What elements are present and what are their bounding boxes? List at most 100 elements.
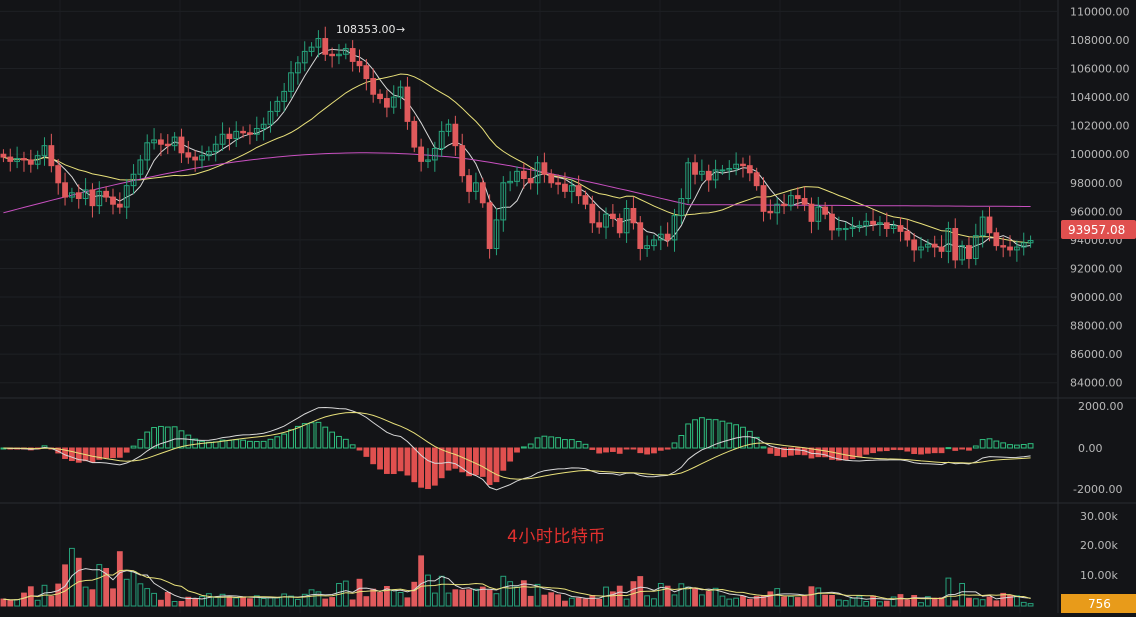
macd-histogram-bar bbox=[520, 446, 527, 449]
candle-body bbox=[1020, 242, 1027, 248]
volume-bar bbox=[288, 595, 294, 607]
candle-body bbox=[144, 142, 151, 161]
volume-bar bbox=[877, 601, 883, 607]
candle-body bbox=[212, 143, 219, 152]
candle-body bbox=[185, 152, 192, 158]
macd-histogram-bar bbox=[349, 444, 356, 449]
candle-body bbox=[719, 169, 726, 172]
volume-bar bbox=[986, 596, 993, 607]
candle-body bbox=[979, 216, 986, 237]
volume-bar bbox=[370, 588, 377, 607]
candle-body bbox=[322, 38, 329, 55]
volume-bars bbox=[0, 547, 1034, 607]
macd-histogram-bar bbox=[924, 447, 931, 454]
volume-bar bbox=[808, 586, 815, 607]
candle-body bbox=[959, 245, 965, 261]
candle-body bbox=[972, 235, 979, 259]
candle-body bbox=[459, 145, 466, 177]
volume-bar bbox=[1020, 601, 1027, 607]
candle-body bbox=[801, 198, 808, 205]
candle-body bbox=[623, 207, 630, 234]
candle-body bbox=[945, 227, 952, 252]
candle-body bbox=[712, 169, 719, 181]
volume-bar bbox=[705, 591, 712, 607]
candle-body bbox=[986, 216, 993, 234]
macd-dif-line bbox=[3, 406, 1031, 491]
candle-body bbox=[774, 203, 781, 214]
candle-body bbox=[75, 192, 82, 199]
macd-histogram-bar bbox=[609, 447, 616, 452]
volume-bar bbox=[219, 593, 226, 607]
volume-bar bbox=[698, 594, 705, 607]
volume-bar bbox=[103, 568, 110, 607]
macd-histogram-bar bbox=[404, 447, 411, 476]
candle-body bbox=[34, 155, 41, 165]
macd-histogram-bar bbox=[575, 441, 582, 449]
volume-bar bbox=[55, 583, 62, 607]
volume-bar bbox=[712, 587, 719, 607]
candle-body bbox=[1000, 245, 1007, 248]
macd-dea-line bbox=[3, 411, 1031, 480]
candle-body bbox=[466, 175, 472, 192]
candle-body bbox=[575, 185, 582, 197]
macd-histogram-bar bbox=[644, 447, 651, 455]
volume-bar bbox=[562, 600, 568, 607]
macd-histogram-bar bbox=[342, 438, 349, 449]
price-tick-label: 106000.00 bbox=[1070, 63, 1130, 76]
volume-bar bbox=[247, 598, 253, 607]
volume-bar bbox=[719, 595, 726, 607]
volume-bar bbox=[240, 596, 246, 607]
macd-histogram-bar bbox=[473, 447, 479, 476]
volume-bar bbox=[657, 583, 664, 607]
candle-body bbox=[370, 78, 377, 95]
macd-indicator bbox=[0, 406, 1034, 491]
volume-bar bbox=[425, 574, 431, 607]
volume-bar bbox=[377, 592, 383, 607]
candle-body bbox=[452, 123, 459, 147]
macd-histogram-bar bbox=[657, 447, 664, 451]
candle-body bbox=[130, 173, 137, 187]
macd-histogram-bar bbox=[1020, 444, 1027, 449]
volume-bar bbox=[671, 594, 678, 607]
candle-body bbox=[349, 48, 356, 62]
candle-body bbox=[247, 132, 253, 135]
candle-body bbox=[62, 182, 68, 198]
candle-body bbox=[685, 162, 692, 200]
candle-body bbox=[705, 170, 712, 181]
macd-histogram-bar bbox=[726, 422, 733, 449]
macd-histogram-bar bbox=[418, 447, 425, 488]
macd-histogram-bar bbox=[794, 447, 801, 455]
volume-bar bbox=[1027, 603, 1034, 607]
macd-histogram-bar bbox=[986, 438, 993, 449]
candle-body bbox=[507, 180, 514, 184]
candle-body bbox=[1027, 240, 1034, 244]
volume-tick-label: 20.00k bbox=[1080, 539, 1118, 552]
volume-bar bbox=[596, 598, 603, 607]
candle-body bbox=[21, 158, 27, 161]
macd-histogram-bar bbox=[637, 447, 644, 454]
candle-body bbox=[397, 86, 404, 98]
candle-body bbox=[274, 100, 281, 112]
volume-bar bbox=[356, 578, 363, 607]
volume-bar bbox=[555, 594, 561, 607]
candle-body bbox=[781, 203, 787, 207]
candle-body bbox=[151, 139, 157, 144]
volume-bar bbox=[589, 595, 596, 607]
candle-body bbox=[178, 136, 185, 154]
high-arrow-icon: → bbox=[396, 23, 405, 36]
macd-histogram-bar bbox=[110, 447, 116, 459]
candle-body bbox=[342, 48, 349, 55]
candle-body bbox=[82, 189, 89, 200]
volume-bar bbox=[801, 595, 808, 607]
macd-histogram-bar bbox=[1007, 444, 1013, 449]
volume-bar bbox=[822, 594, 829, 607]
candle-body bbox=[562, 183, 568, 192]
candle-body bbox=[589, 203, 596, 224]
macd-histogram-bar bbox=[363, 447, 370, 457]
macd-histogram-bar bbox=[205, 441, 212, 449]
macd-histogram-bar bbox=[904, 447, 911, 452]
current-price-text: 93957.08 bbox=[1068, 223, 1125, 237]
volume-bar bbox=[548, 592, 555, 607]
